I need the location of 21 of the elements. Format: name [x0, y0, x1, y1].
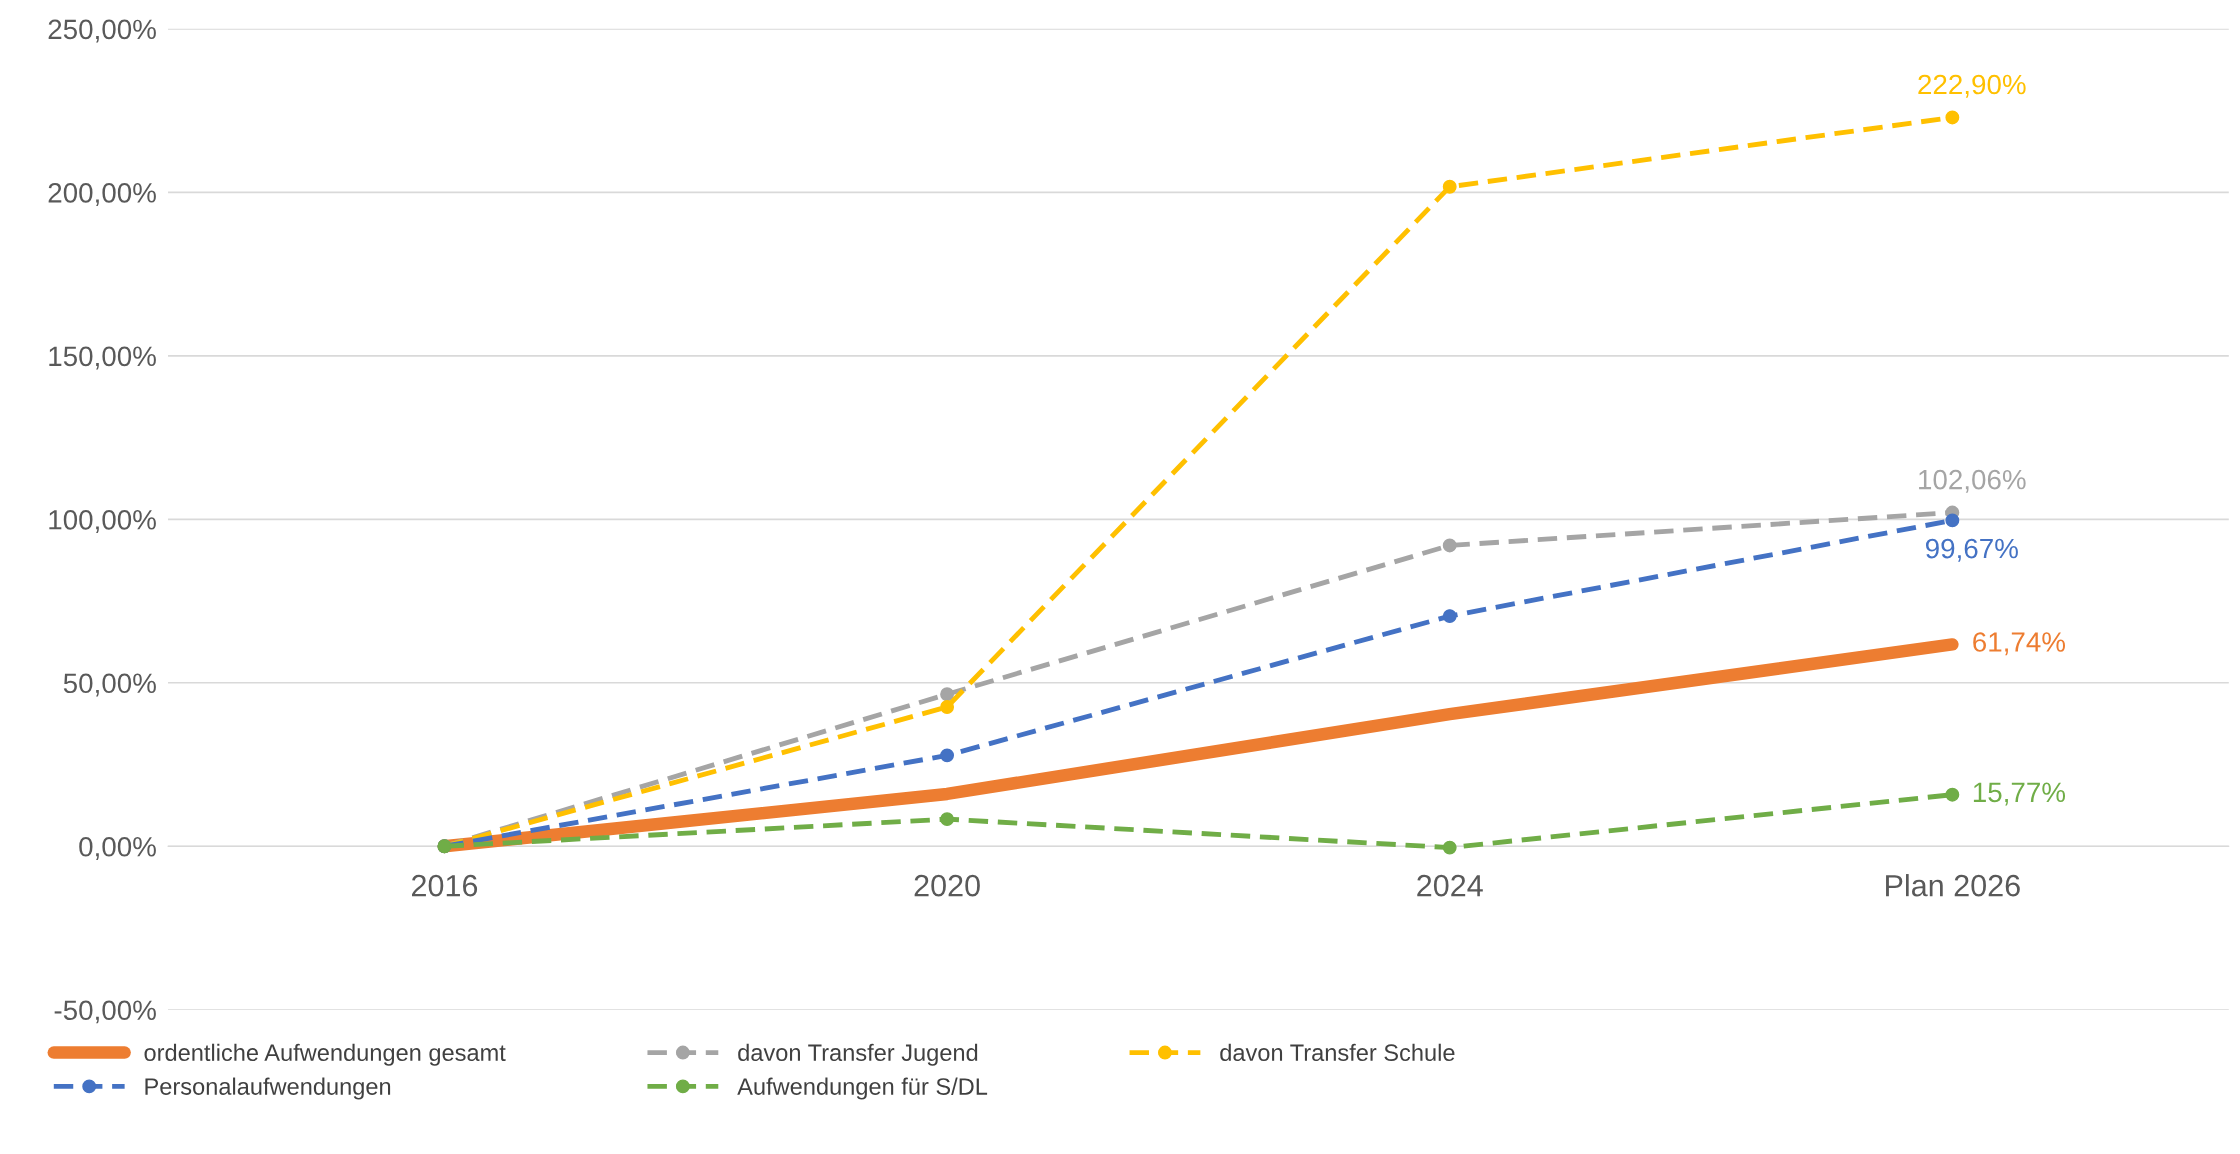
y-tick-label: 150,00%: [49, 346, 156, 370]
x-tick-label: 2024: [1417, 874, 1483, 897]
legend-label: ordentliche Aufwendungen gesamt: [144, 1043, 506, 1066]
data-label: 15,77%: [1973, 782, 2066, 806]
data-label: 99,67%: [1925, 538, 2018, 562]
x-tick-label: 2016: [412, 874, 478, 897]
legend-label: davon Transfer Jugend: [738, 1043, 978, 1066]
x-tick-label: Plan 2026: [1886, 874, 2020, 897]
y-tick-label: 100,00%: [49, 509, 156, 533]
legend-label: davon Transfer Schule: [1220, 1043, 1455, 1062]
data-label: 102,06%: [1919, 469, 2026, 493]
y-tick-label: -50,00%: [54, 1000, 156, 1024]
y-tick-label: 200,00%: [48, 183, 156, 206]
data-label: 222,90%: [1918, 74, 2026, 98]
x-tick-label: 2020: [914, 874, 980, 897]
data-label: 61,74%: [1973, 632, 2066, 656]
legend-label: Personalaufwendungen: [145, 1077, 391, 1100]
y-tick-label: 250,00%: [48, 19, 156, 43]
y-tick-label: 50,00%: [63, 673, 156, 697]
legend-label: Aufwendungen für S/DL: [737, 1077, 988, 1100]
y-tick-label: 0,00%: [79, 836, 156, 860]
